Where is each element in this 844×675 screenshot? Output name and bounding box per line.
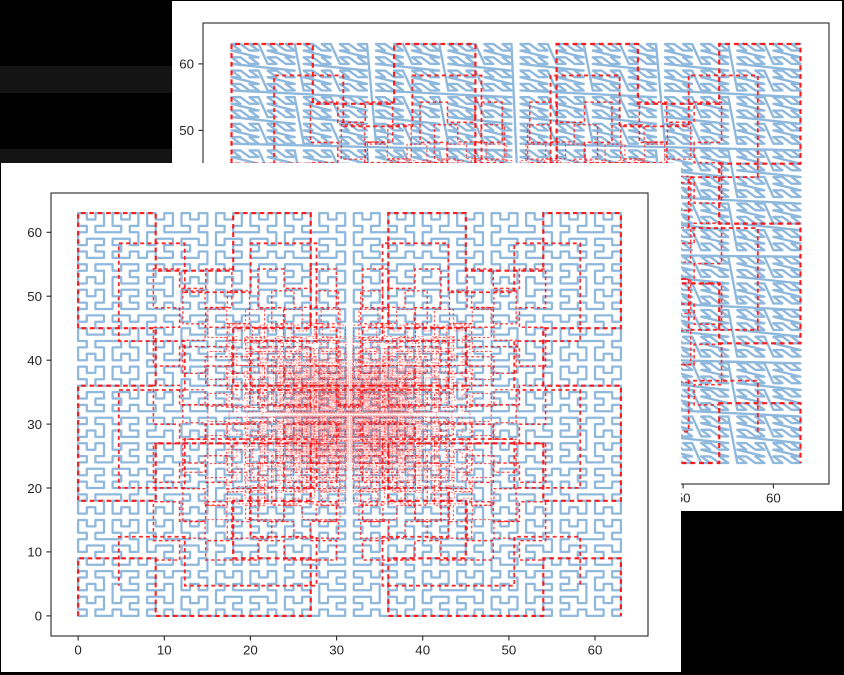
svg-text:40: 40 [27, 353, 42, 368]
svg-text:60: 60 [588, 643, 603, 658]
svg-text:30: 30 [329, 643, 344, 658]
svg-text:60: 60 [179, 57, 194, 72]
svg-text:20: 20 [243, 643, 258, 658]
svg-text:10: 10 [157, 643, 172, 658]
svg-text:50: 50 [27, 289, 42, 304]
svg-text:50: 50 [502, 643, 517, 658]
svg-text:40: 40 [415, 643, 430, 658]
svg-text:20: 20 [27, 481, 42, 496]
svg-text:0: 0 [35, 609, 42, 624]
svg-text:50: 50 [179, 123, 194, 138]
svg-text:10: 10 [27, 545, 42, 560]
svg-text:0: 0 [74, 643, 81, 658]
svg-text:60: 60 [27, 225, 42, 240]
svg-text:30: 30 [27, 417, 42, 432]
svg-text:60: 60 [766, 491, 781, 506]
